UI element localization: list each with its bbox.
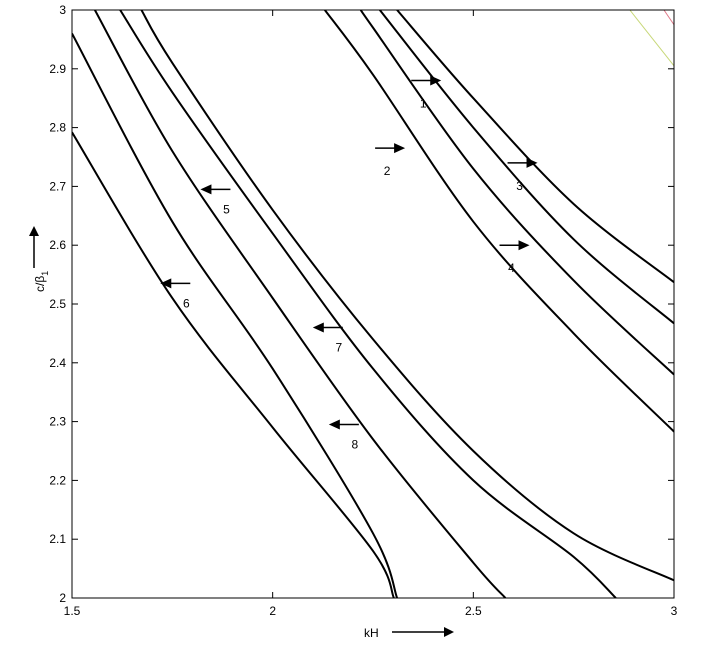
curve-label: 7	[335, 341, 342, 355]
curve-label: 1	[420, 97, 427, 111]
dispersion-curve-8	[379, 10, 674, 325]
x-tick-label: 1.5	[64, 604, 81, 618]
curve-label: 5	[223, 202, 230, 216]
annotation-6: 6	[160, 278, 191, 310]
annotation-3: 3	[507, 157, 538, 193]
annotation-arrow-head	[430, 75, 442, 86]
y-tick-label: 2.3	[49, 415, 66, 429]
annotation-arrow-head	[160, 278, 172, 289]
y-tick-label: 2.2	[49, 473, 66, 487]
y-tick-label: 2.9	[49, 62, 66, 76]
axis-ticks: 1.5 2 2.5 322.12.22.32.42.52.62.72.82.93	[49, 3, 677, 618]
dispersion-curve-2	[72, 33, 399, 598]
x-tick-label: 2	[269, 604, 276, 618]
curves	[72, 10, 674, 598]
curve-label: 6	[183, 296, 190, 310]
dispersion-curve-3	[94, 10, 507, 598]
curve-label: 4	[508, 261, 515, 275]
y-tick-label: 2	[59, 591, 66, 605]
x-tick-label: 3	[671, 604, 678, 618]
faint-curve-2	[663, 10, 674, 25]
y-axis-title: c/β1	[33, 271, 50, 292]
annotation-arrow-head	[200, 184, 212, 195]
faint-curve-1	[629, 10, 674, 67]
x-tick-label: 2.5	[465, 604, 482, 618]
dispersion-curve-9	[396, 10, 674, 284]
y-axis-arrow-head	[29, 226, 39, 236]
dispersion-curve-6	[324, 10, 674, 433]
annotation-arrow-head	[312, 322, 324, 333]
y-tick-label: 2.4	[49, 356, 66, 370]
annotation-arrow-head	[518, 240, 530, 251]
annotation-arrow-head	[328, 419, 340, 430]
y-tick-label: 3	[59, 3, 66, 17]
y-tick-label: 2.1	[49, 532, 66, 546]
x-axis-label: kH	[364, 626, 379, 640]
dispersion-curve-4	[119, 10, 617, 598]
y-tick-label: 2.5	[49, 297, 66, 311]
y-tick-label: 2.7	[49, 179, 66, 193]
annotation-8: 8	[328, 419, 359, 452]
annotation-1: 1	[411, 75, 442, 111]
curve-label: 2	[384, 164, 391, 178]
dispersion-curve-1	[72, 131, 395, 598]
annotation-2: 2	[375, 143, 406, 178]
curve-label: 8	[352, 438, 359, 452]
y-axis-label: c/β1	[33, 271, 50, 292]
dispersion-curve-7	[359, 10, 674, 376]
plot-frame	[71, 9, 675, 599]
annotation-5: 5	[200, 184, 231, 216]
annotations: 1 2 3 4 5 6 7 8	[160, 75, 538, 452]
x-axis-title: kH	[364, 626, 454, 640]
curve-label: 3	[516, 179, 523, 193]
annotation-4: 4	[499, 240, 530, 275]
y-tick-label: 2.8	[49, 121, 66, 135]
dispersion-curve-5	[140, 10, 674, 582]
annotation-arrow-head	[526, 157, 538, 168]
y-tick-label: 2.6	[49, 238, 66, 252]
x-axis-arrow-head	[444, 627, 454, 637]
annotation-7: 7	[312, 322, 343, 355]
annotation-arrow-head	[394, 143, 406, 154]
